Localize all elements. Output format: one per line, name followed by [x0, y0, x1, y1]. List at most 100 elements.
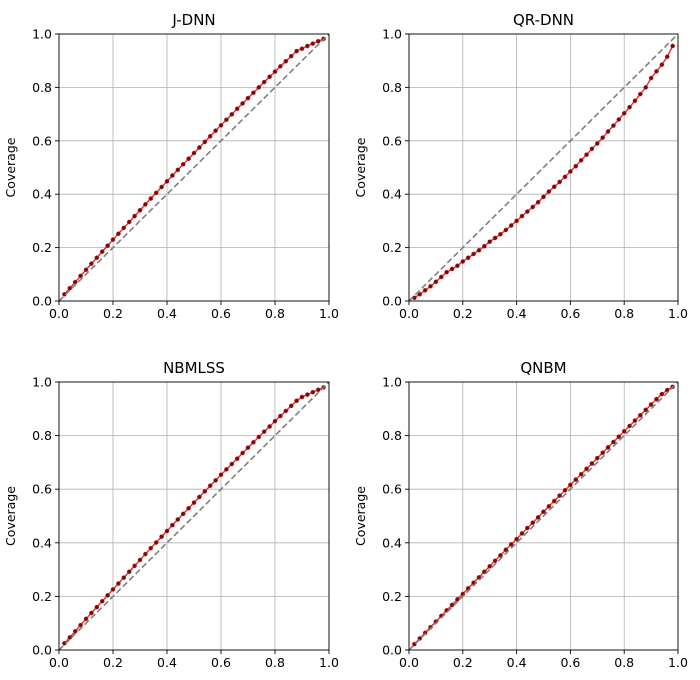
- coverage-point: [148, 196, 154, 201]
- chart-title: J-DNN: [171, 11, 215, 29]
- coverage-point: [643, 85, 649, 90]
- coverage-point: [503, 547, 509, 553]
- y-tick-label: 0.6: [382, 482, 402, 497]
- coverage-point: [116, 231, 121, 237]
- coverage-point: [525, 525, 530, 531]
- y-tick-label: 0.0: [32, 643, 52, 658]
- y-tick-label: 0.6: [32, 482, 52, 497]
- coverage-point: [121, 575, 127, 580]
- coverage-point: [584, 152, 589, 157]
- coverage-point: [546, 189, 552, 194]
- coverage-point: [595, 455, 600, 461]
- coverage-point: [557, 179, 562, 185]
- coverage-point: [218, 472, 224, 478]
- coverage-point: [600, 135, 605, 140]
- coverage-point: [143, 202, 148, 207]
- coverage-point: [595, 141, 600, 146]
- coverage-curve: [413, 45, 674, 299]
- coverage-point: [627, 104, 632, 110]
- coverage-point: [654, 69, 659, 74]
- coverage-point: [305, 392, 310, 397]
- coverage-point: [126, 219, 132, 225]
- x-tick-label: 0.6: [560, 306, 580, 321]
- reference-diagonal-line: [408, 381, 679, 651]
- y-axis-label: Coverage: [353, 486, 368, 546]
- y-axis-label: Coverage: [3, 137, 18, 197]
- coverage-point: [503, 227, 509, 233]
- coverage-point: [535, 199, 541, 205]
- coverage-point: [153, 190, 159, 196]
- coverage-point: [643, 407, 649, 413]
- coverage-point: [562, 487, 568, 493]
- panel-qr-dnn: 0.0 0.2 0.4 0.6 0.8 1.0 0.0 0.2 0.4 0.6 0.8 1.0 QR-D…: [353, 11, 688, 321]
- coverage-point: [627, 423, 632, 429]
- x-tick-label: 0.4: [507, 655, 527, 670]
- coverage-point: [72, 628, 78, 634]
- coverage-point: [143, 551, 148, 557]
- coverage-point: [519, 213, 525, 219]
- x-tick-label: 1.0: [668, 655, 688, 670]
- panel-qnbm: 0.0 0.2 0.4 0.6 0.8 1.0 0.0 0.2 0.4 0.6 0.8 1.0 QNBM…: [353, 359, 688, 670]
- x-tick-label: 0.8: [614, 655, 634, 670]
- coverage-point: [616, 117, 622, 122]
- coverage-point: [207, 133, 213, 139]
- x-tick-label: 0.6: [211, 655, 231, 670]
- coverage-point: [180, 161, 186, 167]
- coverage-point: [611, 123, 616, 128]
- y-axis-label: Coverage: [3, 486, 18, 546]
- coverage-point: [267, 424, 272, 429]
- y-axis-label: Coverage: [353, 137, 368, 197]
- coverage-point: [170, 522, 175, 528]
- y-tick-label: 0.8: [32, 80, 52, 95]
- coverage-point: [438, 274, 444, 280]
- coverage-point: [487, 564, 493, 569]
- y-tick-label: 0.4: [32, 187, 52, 202]
- coverage-point: [551, 498, 557, 504]
- coverage-point: [616, 434, 622, 439]
- coverage-point: [299, 394, 305, 400]
- y-tick-label: 0.2: [32, 240, 52, 255]
- coverage-point: [299, 46, 305, 51]
- coverage-point: [589, 461, 595, 466]
- y-tick-label: 0.2: [382, 589, 402, 604]
- coverage-point: [207, 483, 213, 489]
- y-tick-label: 0.8: [32, 428, 52, 443]
- y-tick-label: 0.0: [382, 643, 402, 658]
- coverage-point: [482, 243, 487, 249]
- y-tick-label: 0.8: [382, 80, 402, 95]
- coverage-point: [535, 515, 541, 520]
- coverage-point: [471, 251, 476, 257]
- coverage-point: [648, 402, 654, 407]
- coverage-point: [159, 534, 164, 539]
- y-tick-label: 0.6: [32, 133, 52, 148]
- coverage-point: [508, 223, 514, 228]
- axes-frame: [408, 381, 679, 651]
- axes-frame: [58, 33, 330, 302]
- coverage-point: [256, 85, 262, 90]
- panel-nbmlss: 0.0 0.2 0.4 0.6 0.8 1.0 0.0 0.2 0.4 0.6 0.8 1.0 NBML…: [3, 359, 339, 670]
- y-tick-label: 1.0: [382, 375, 402, 390]
- x-tick-label: 0.8: [265, 306, 285, 321]
- y-tick-label: 0.4: [382, 535, 402, 550]
- x-tick-label: 0.2: [453, 655, 473, 670]
- y-tick-label: 1.0: [382, 27, 402, 42]
- chart-title: QR-DNN: [513, 11, 574, 29]
- coverage-point: [444, 269, 449, 275]
- coverage-point: [605, 445, 611, 450]
- coverage-point: [422, 288, 428, 293]
- coverage-point: [562, 174, 568, 180]
- y-tick-label: 0.2: [382, 240, 402, 255]
- coverage-point: [428, 284, 433, 289]
- coverage-point: [213, 128, 218, 133]
- coverage-point: [67, 635, 73, 640]
- reference-diagonal-line: [408, 33, 679, 302]
- coverage-point: [121, 225, 127, 231]
- coverage-point: [294, 398, 299, 404]
- coverage-point: [240, 450, 245, 456]
- coverage-point: [659, 391, 665, 397]
- coverage-point: [89, 610, 94, 616]
- coverage-point: [116, 581, 121, 586]
- y-tick-label: 0.0: [32, 294, 52, 309]
- coverage-point: [261, 429, 267, 434]
- coverage-point: [105, 243, 110, 249]
